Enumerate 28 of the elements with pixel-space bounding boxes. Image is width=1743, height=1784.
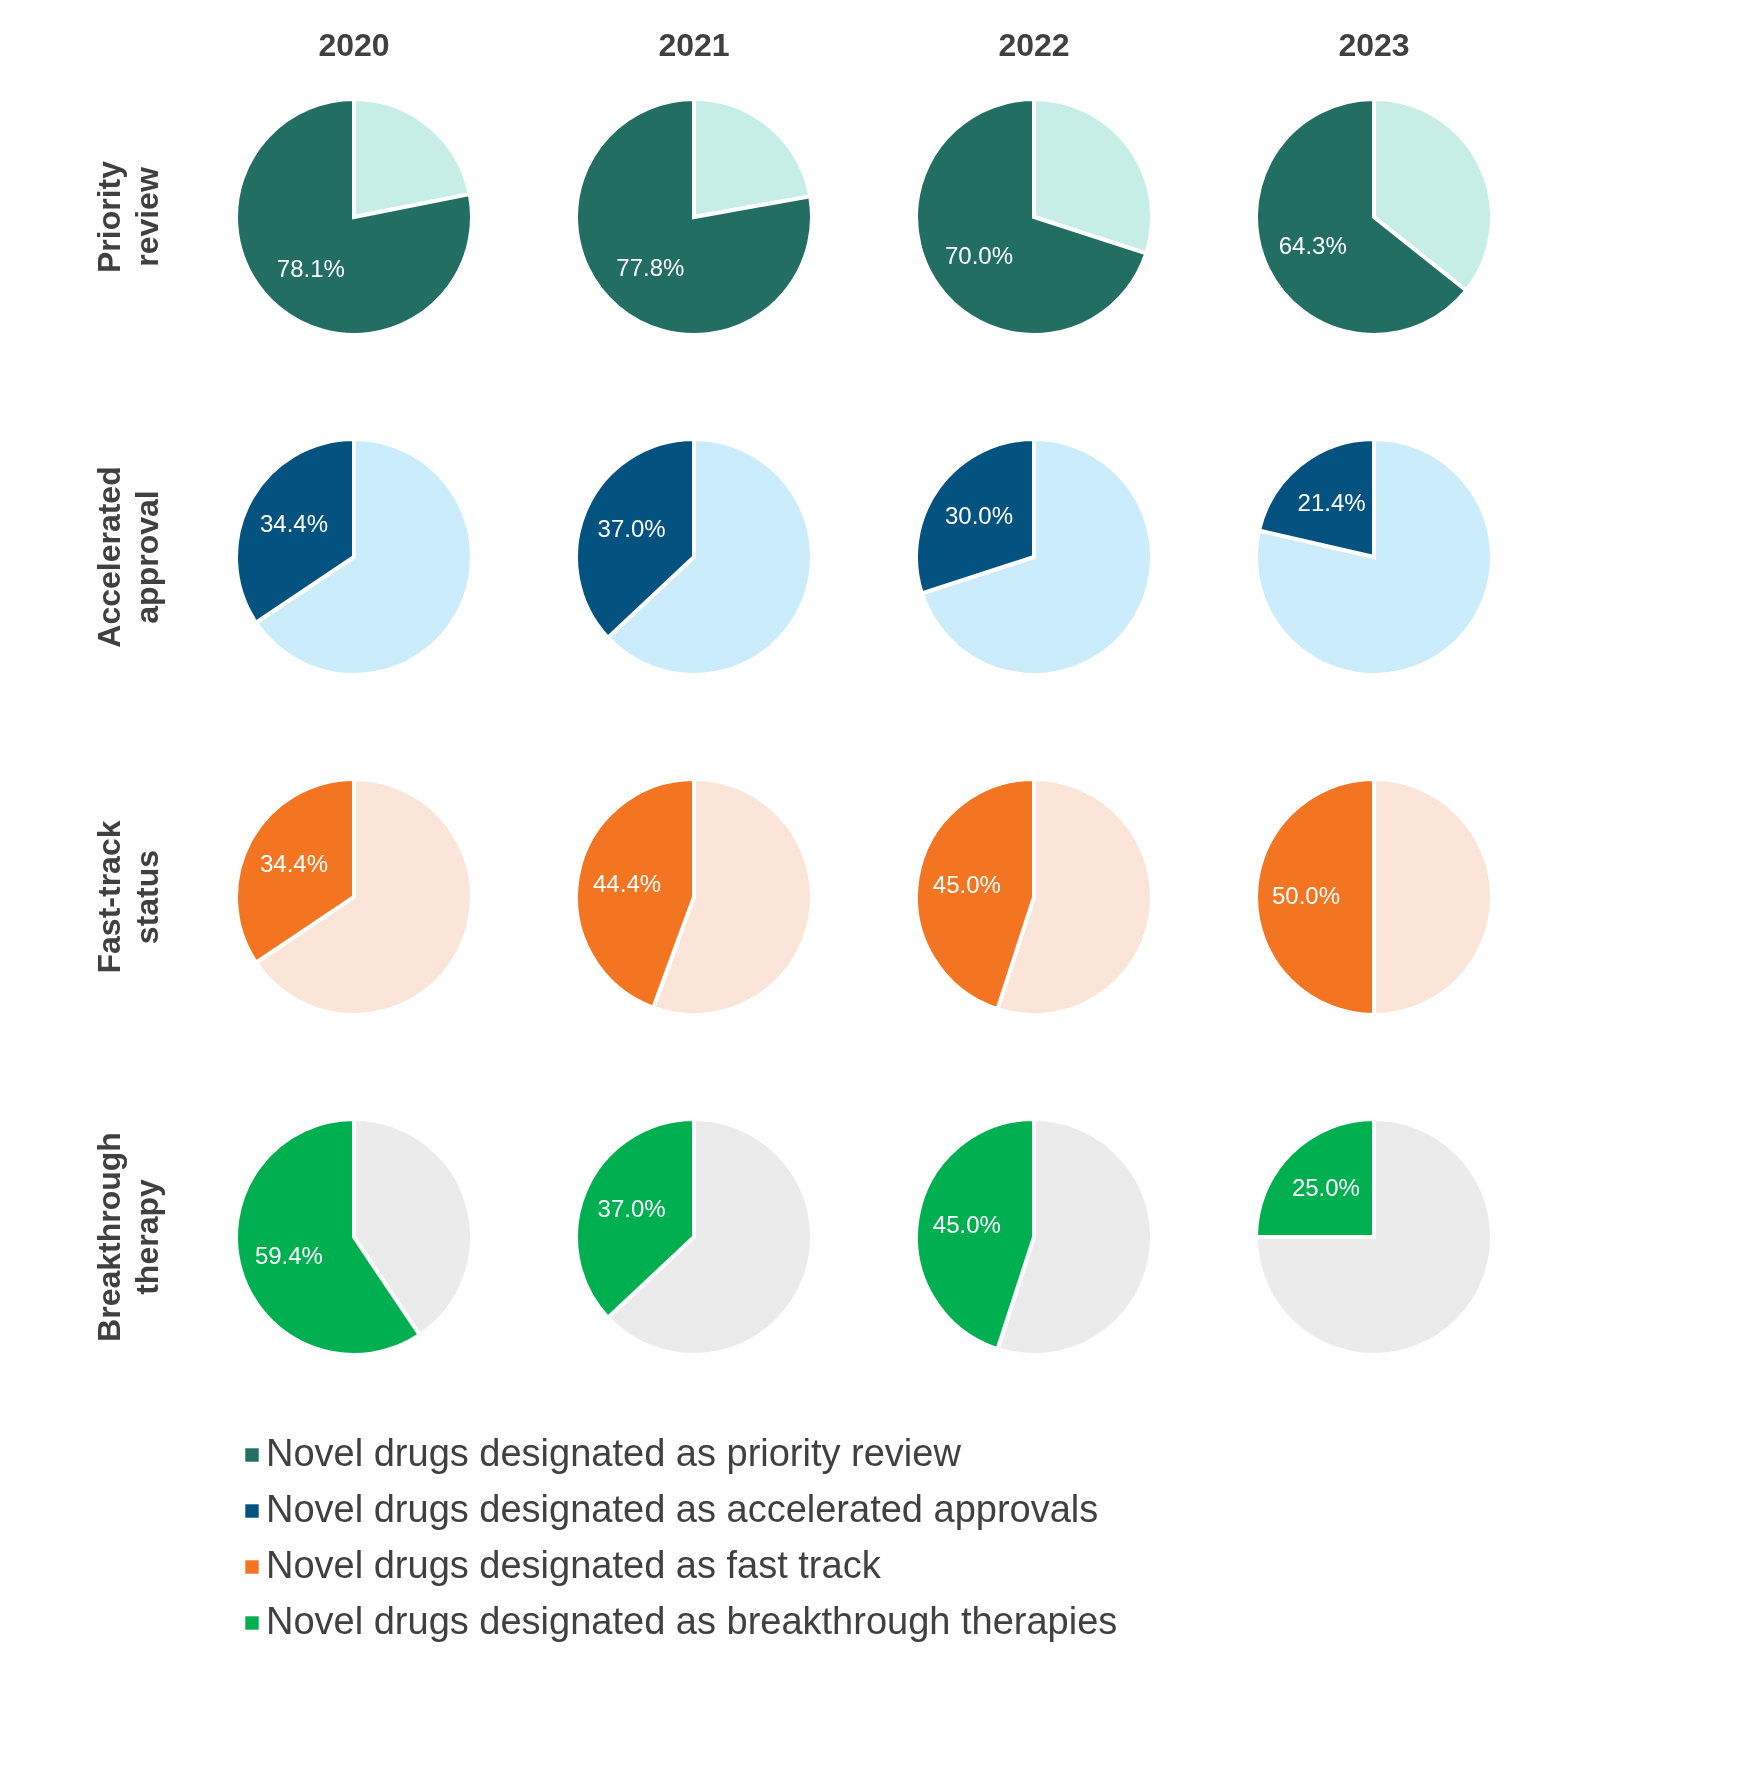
text: Fast-track status <box>91 820 165 974</box>
data-label: 64.3% <box>1278 231 1347 259</box>
text: Breakthrough therapy <box>91 1132 165 1342</box>
data-label: 44.4% <box>593 870 662 898</box>
legend-label: Novel drugs designated as breakthrough therapies <box>266 1600 1118 1642</box>
data-label: 78.1% <box>276 254 345 282</box>
legend-label: Novel drugs designated as fast track <box>266 1544 882 1586</box>
data-label: 37.0% <box>597 514 666 542</box>
text: Accelerated approval <box>91 466 165 648</box>
data-label: 59.4% <box>254 1241 323 1269</box>
text: Priority review <box>91 160 165 274</box>
data-label: 34.4% <box>259 509 329 537</box>
data-label: 21.4% <box>1297 488 1366 516</box>
data-label: 45.0% <box>932 1211 1001 1239</box>
data-label: 50.0% <box>1271 882 1341 909</box>
chart-title: 2022 <box>998 27 1070 63</box>
legend-label: Novel drugs designated as priority review <box>266 1432 962 1474</box>
data-label: 37.0% <box>597 1194 666 1222</box>
data-label: 30.0% <box>944 502 1014 530</box>
chart-title: 2023 <box>1338 27 1410 63</box>
data-label: 25.0% <box>1291 1173 1360 1201</box>
chart-title: 2020 <box>318 27 390 63</box>
data-label: 70.0% <box>944 241 1014 269</box>
data-label: 77.8% <box>616 254 685 282</box>
chart-title: 2021 <box>658 27 730 63</box>
data-label: 34.4% <box>259 849 329 877</box>
legend-label: Novel drugs designated as accelerated approvals <box>266 1488 1099 1530</box>
data-label: 45.0% <box>932 871 1001 899</box>
